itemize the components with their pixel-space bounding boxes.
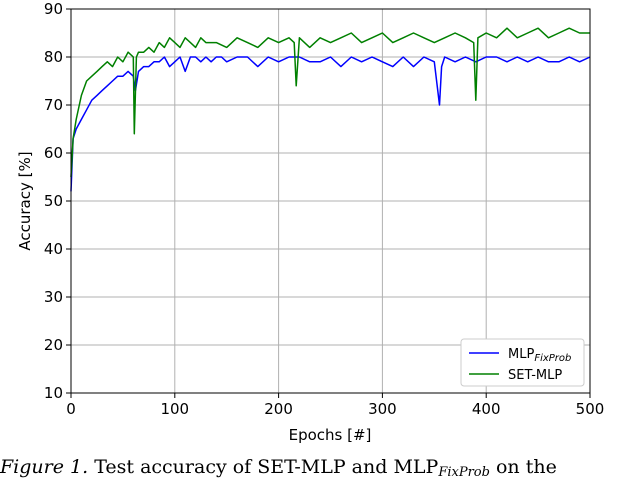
legend-label-mlp: MLPFixProb xyxy=(508,347,571,364)
y-axis-label: Accuracy [%] xyxy=(16,151,34,250)
series-line-set-mlp xyxy=(70,27,590,178)
x-tick-label: 300 xyxy=(368,400,397,418)
series-line-mlp xyxy=(70,56,591,192)
y-tick-label: 40 xyxy=(44,240,63,258)
accuracy-chart: 0 100 200 300 400 500 10 20 30 40 50 60 70 80 90 Epoc… xyxy=(16,0,604,444)
legend: MLPFixProb SET-MLP xyxy=(460,338,585,387)
caption-figure-label: Figure 1. xyxy=(0,456,89,478)
plot-area xyxy=(70,8,591,394)
y-axis-ticks: 10 20 30 40 50 60 70 80 90 xyxy=(44,0,71,402)
x-axis-ticks: 0 100 200 300 400 500 xyxy=(66,393,604,418)
caption-text-1: Test accuracy of SET-MLP and MLP xyxy=(94,456,439,478)
legend-label-mlp-sub: FixProb xyxy=(534,353,571,364)
legend-label-set-mlp: SET-MLP xyxy=(508,368,562,383)
y-tick-label: 70 xyxy=(44,96,63,114)
figure-caption: Figure 1. Test accuracy of SET-MLP and M… xyxy=(0,455,640,485)
caption-text-2: on the xyxy=(495,456,557,478)
y-tick-label: 50 xyxy=(44,192,63,210)
y-tick-label: 20 xyxy=(44,336,63,354)
y-tick-label: 60 xyxy=(44,144,63,162)
x-tick-label: 400 xyxy=(472,400,501,418)
y-tick-label: 90 xyxy=(44,0,63,18)
y-tick-label: 10 xyxy=(44,384,63,402)
x-tick-label: 500 xyxy=(576,400,605,418)
y-tick-label: 80 xyxy=(44,48,63,66)
x-tick-label: 100 xyxy=(160,400,189,418)
y-tick-label: 30 xyxy=(44,288,63,306)
series-lines xyxy=(70,27,591,192)
legend-label-mlp-main: MLP xyxy=(508,347,534,362)
x-tick-label: 0 xyxy=(66,400,76,418)
x-tick-label: 200 xyxy=(264,400,293,418)
caption-subscript: FixProb xyxy=(438,465,490,480)
x-axis-label: Epochs [#] xyxy=(289,426,372,444)
